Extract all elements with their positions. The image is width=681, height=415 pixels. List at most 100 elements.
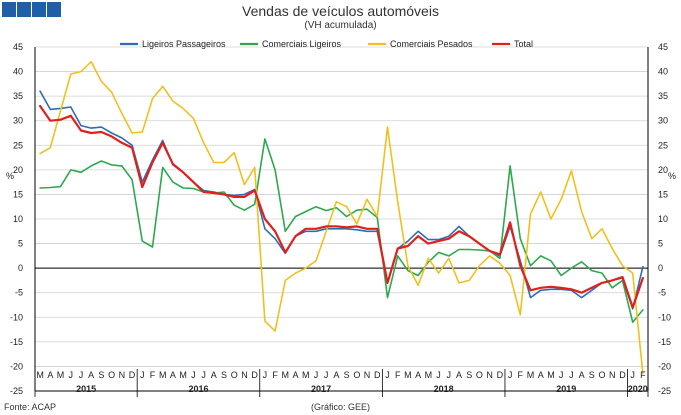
y-tick-label-right: -10 — [658, 312, 671, 322]
x-tick-label: J — [201, 370, 206, 380]
legend-label: Ligeiros Passageiros — [142, 39, 226, 49]
x-tick-label: S — [466, 370, 472, 380]
y-tick-label-left: 15 — [13, 189, 23, 199]
y-tick-label-left: -10 — [10, 312, 23, 322]
axes: -25 -25 -20 -20 -15 -15 -10 -10 -5 -5 0 0 5 5 10 10 15 15… — [6, 42, 676, 396]
y-tick-label-left: -25 — [10, 386, 23, 396]
x-tick-label: O — [476, 370, 483, 380]
y-tick-label-right: -25 — [658, 386, 671, 396]
x-tick-label: D — [374, 370, 381, 380]
x-tick-label: M — [527, 370, 535, 380]
y-tick-label-right: 10 — [658, 214, 668, 224]
chart-credit: (Gráfico: GEE) — [310, 402, 370, 412]
x-tick-label: D — [129, 370, 136, 380]
x-tick-label: N — [241, 370, 248, 380]
x-tick-label: M — [547, 370, 555, 380]
x-tick-label: J — [140, 370, 145, 380]
y-tick-label-left: 45 — [13, 42, 23, 52]
y-tick-label-left: 0 — [18, 263, 23, 273]
x-tick-label: F — [518, 370, 524, 380]
logo-block-3 — [32, 2, 46, 17]
logo-block-2 — [17, 2, 31, 17]
y-tick-label-left: -5 — [15, 288, 23, 298]
x-tick-label: A — [293, 370, 299, 380]
year-label: 2016 — [188, 384, 208, 394]
x-tick-label: S — [344, 370, 350, 380]
x-tick-label: J — [447, 370, 452, 380]
y-tick-label-right: -20 — [658, 361, 671, 371]
logo-block-4 — [47, 2, 61, 17]
x-tick-label: J — [263, 370, 268, 380]
year-label: 2019 — [556, 384, 576, 394]
x-tick-label: J — [324, 370, 329, 380]
year-label: 2015 — [76, 384, 96, 394]
x-tick-label: M — [404, 370, 412, 380]
x-tick-label: A — [170, 370, 176, 380]
y-tick-label-right: 5 — [658, 239, 663, 249]
x-tick-label: A — [211, 370, 217, 380]
series-line-comerciais-ligeiros — [39, 138, 644, 324]
x-tick-label: N — [486, 370, 493, 380]
x-tick-label: A — [88, 370, 94, 380]
y-tick-label-left: 30 — [13, 116, 23, 126]
x-tick-label: A — [333, 370, 339, 380]
series-line-ligeiros-passageiros — [39, 90, 644, 310]
x-tick-label: A — [47, 370, 53, 380]
y-tick-label-left: -15 — [10, 337, 23, 347]
legend: Ligeiros Passageiros Comerciais Ligeiros C… — [120, 39, 533, 49]
x-tick-label: N — [364, 370, 371, 380]
y-tick-label-right: -15 — [658, 337, 671, 347]
y-tick-label-right: 35 — [658, 91, 668, 101]
x-tick-label: O — [353, 370, 360, 380]
x-tick-label: J — [559, 370, 564, 380]
x-tick-label: A — [579, 370, 585, 380]
y-tick-label-right: -5 — [658, 288, 666, 298]
x-tick-label: S — [221, 370, 227, 380]
series-line-comerciais-pesados — [39, 60, 644, 375]
x-tick-label: J — [191, 370, 196, 380]
x-tick-label: M — [425, 370, 433, 380]
x-tick-label: D — [497, 370, 504, 380]
x-tick-label: J — [69, 370, 74, 380]
x-tick-label: M — [36, 370, 44, 380]
x-tick-label: J — [508, 370, 513, 380]
logo-block-1 — [2, 2, 16, 17]
year-label: 2018 — [434, 384, 454, 394]
y-tick-label-left: 35 — [13, 91, 23, 101]
legend-label: Comerciais Pesados — [390, 39, 473, 49]
y-tick-label-left: 20 — [13, 165, 23, 175]
series-lines — [38, 60, 645, 375]
chart-subtitle: (VH acumulada) — [304, 20, 377, 31]
x-tick-label: D — [251, 370, 258, 380]
x-tick-label: F — [395, 370, 401, 380]
logo — [2, 2, 61, 17]
y-tick-label-right: 25 — [658, 140, 668, 150]
x-tick-label: N — [609, 370, 616, 380]
series-line-total — [38, 104, 645, 309]
gridlines — [35, 46, 648, 392]
y-tick-label-right: 0 — [658, 263, 663, 273]
y-tick-label-right: 40 — [658, 67, 668, 77]
y-tick-label-right: 45 — [658, 42, 668, 52]
x-tick-label: S — [589, 370, 595, 380]
x-tick-label: J — [436, 370, 441, 380]
x-tick-label: M — [159, 370, 167, 380]
y-tick-label-right: 20 — [658, 165, 668, 175]
y-tick-label-right: 15 — [658, 189, 668, 199]
x-tick-label: J — [79, 370, 84, 380]
year-label: 2020 — [628, 384, 648, 394]
x-tick-label: M — [302, 370, 310, 380]
chart-title: Vendas de veículos automóveis — [242, 3, 439, 19]
x-tick-label: F — [272, 370, 278, 380]
x-tick-label: S — [98, 370, 104, 380]
x-tick-label: O — [599, 370, 606, 380]
x-tick-label: F — [150, 370, 156, 380]
x-tick-label: J — [385, 370, 390, 380]
x-tick-label: O — [108, 370, 115, 380]
y-axis-label-left: % — [6, 171, 14, 181]
x-tick-label: F — [640, 370, 646, 380]
x-tick-label: A — [538, 370, 544, 380]
source-note: Fonte: ACAP — [4, 402, 57, 412]
y-axis-label-right: % — [668, 171, 676, 181]
y-tick-label-left: 40 — [13, 67, 23, 77]
